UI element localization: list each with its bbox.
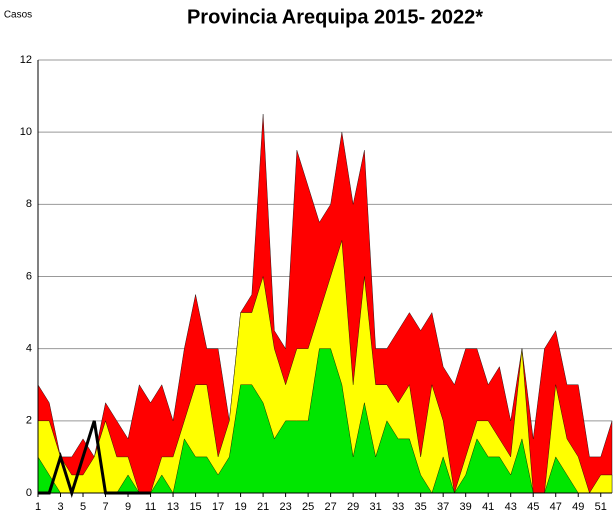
x-tick-label: 15 xyxy=(189,501,201,513)
x-tick-label: 33 xyxy=(392,501,404,513)
x-tick-label: 1 xyxy=(35,501,41,513)
y-tick-label: 10 xyxy=(20,126,32,138)
x-tick-label: 23 xyxy=(279,501,291,513)
x-tick-label: 35 xyxy=(415,501,427,513)
x-tick-label: 21 xyxy=(257,501,269,513)
y-tick-label: 6 xyxy=(26,270,32,282)
x-tick-label: 3 xyxy=(57,501,63,513)
x-tick-label: 39 xyxy=(460,501,472,513)
x-tick-label: 49 xyxy=(572,501,584,513)
x-tick-label: 7 xyxy=(102,501,108,513)
y-tick-label: 12 xyxy=(20,54,32,66)
y-tick-label: 4 xyxy=(26,343,32,355)
x-tick-label: 45 xyxy=(527,501,539,513)
x-tick-label: 37 xyxy=(437,501,449,513)
y-tick-label: 0 xyxy=(26,487,32,499)
x-tick-label: 51 xyxy=(595,501,607,513)
x-tick-label: 47 xyxy=(550,501,562,513)
y-axis-label: Casos xyxy=(4,10,32,21)
x-tick-label: 13 xyxy=(167,501,179,513)
x-tick-label: 17 xyxy=(212,501,224,513)
x-tick-label: 29 xyxy=(347,501,359,513)
x-tick-label: 31 xyxy=(370,501,382,513)
x-tick-label: 27 xyxy=(325,501,337,513)
x-tick-label: 5 xyxy=(80,501,86,513)
x-tick-label: 43 xyxy=(505,501,517,513)
y-tick-label: 2 xyxy=(26,415,32,427)
x-tick-label: 11 xyxy=(145,501,156,513)
chart-title: Provincia Arequipa 2015- 2022* xyxy=(187,6,483,28)
x-tick-label: 9 xyxy=(125,501,131,513)
x-tick-label: 19 xyxy=(234,501,246,513)
y-tick-label: 8 xyxy=(26,198,32,210)
x-tick-label: 25 xyxy=(302,501,314,513)
area xyxy=(37,348,612,494)
x-tick-label: 41 xyxy=(482,501,494,513)
